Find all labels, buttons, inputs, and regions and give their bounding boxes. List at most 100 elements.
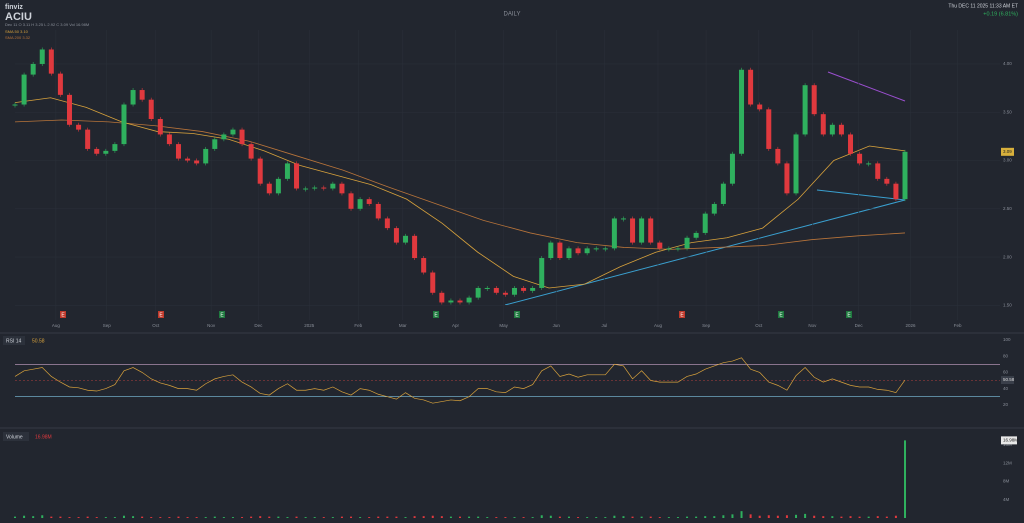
volume-bar [168,517,171,518]
volume-bar [731,514,734,518]
volume-bar [613,515,616,518]
change: +0.19 (6.81%) [983,11,1018,17]
candle [639,218,645,243]
earnings-label: E [515,312,519,318]
rsi-value: 50.58 [32,338,45,344]
volume-bar [104,517,107,518]
candle [194,160,200,164]
volume-bar [132,516,135,518]
earnings-box [60,311,66,318]
y-tick-label: 1.50 [1003,303,1012,308]
rsi-label-box [3,336,25,345]
volume-bar [795,514,798,518]
volume-bar [631,516,634,518]
volume-bar [813,515,816,518]
candle [321,187,327,189]
earnings-box [679,311,685,318]
candle [784,163,790,194]
candle [729,153,735,184]
earnings-box [778,311,784,318]
x-tick-label: Oct [152,323,160,328]
volume-bar [359,517,362,518]
candle [766,109,772,149]
volume-bar [113,517,116,518]
trend-line [827,71,906,102]
volume-bar [259,516,262,518]
volume-bar [586,517,589,518]
candle [348,193,354,209]
sma50-line [14,97,906,289]
volume-bar [649,516,652,518]
candle [584,248,590,254]
last-price-label: 3.09 [1003,149,1012,154]
candle [112,144,118,151]
candle [702,213,708,233]
candle [857,153,863,164]
datetime: Thu DEC 11 2025 11:33 AM ET [948,3,1018,9]
volume-bar [395,516,398,518]
candle [484,287,490,289]
candle [330,183,336,189]
legend-entry: SMA 50 3.10 [5,29,29,34]
volume-bar [577,517,580,518]
volume-title: Volume [6,434,23,440]
candle [684,237,690,249]
candle [439,292,445,303]
y-tick-label: 3.00 [1003,158,1012,163]
volume-bar [177,516,180,518]
y-tick-label: 2.00 [1003,254,1012,259]
candle [221,134,227,140]
volume-bar [77,517,80,518]
volume-bar [195,517,198,518]
volume-bar [740,511,743,518]
candle [875,163,881,179]
x-tick-label: 2025 [304,323,315,328]
candle [48,49,54,74]
volume-bar [295,516,298,518]
candle [811,85,817,115]
volume-bar [350,516,353,518]
volume-bar [186,517,189,518]
candle [511,287,517,295]
volume-label-box [3,432,29,441]
volume-tick-label: 8M [1003,479,1010,484]
volume-bar [667,517,670,518]
last-price-box [1001,147,1014,156]
volume-bar [95,517,98,518]
volume-bar [604,517,607,518]
volume-bar [14,516,16,518]
volume-bar [867,516,870,518]
candle [303,188,309,190]
volume-bar [422,516,425,518]
volume-bar [622,516,625,518]
x-tick-label: Feb [954,323,962,328]
volume-bar [640,516,643,518]
rsi-tick-label: 20 [1003,402,1009,407]
earnings-box [514,311,520,318]
candle [720,183,726,204]
volume-value-box [1001,436,1017,445]
volume-bar [804,513,807,518]
candle [339,183,345,194]
volume-bar [713,516,716,518]
volume-bar [286,517,289,518]
candle [166,134,172,145]
candle [366,199,372,204]
candle [294,163,300,189]
rsi-line [14,357,906,404]
candle [838,124,844,135]
candle [620,218,626,220]
volume-bar [531,517,534,518]
volume-bar [86,516,89,518]
candle [757,104,763,110]
candle [284,163,290,179]
candle [230,129,236,135]
candle [575,248,581,254]
site-name: finviz [5,4,23,11]
volume-bar [595,517,598,518]
volume-bar [840,516,843,518]
trend-line [504,199,906,306]
candle [666,248,672,250]
volume-bar [459,516,461,518]
